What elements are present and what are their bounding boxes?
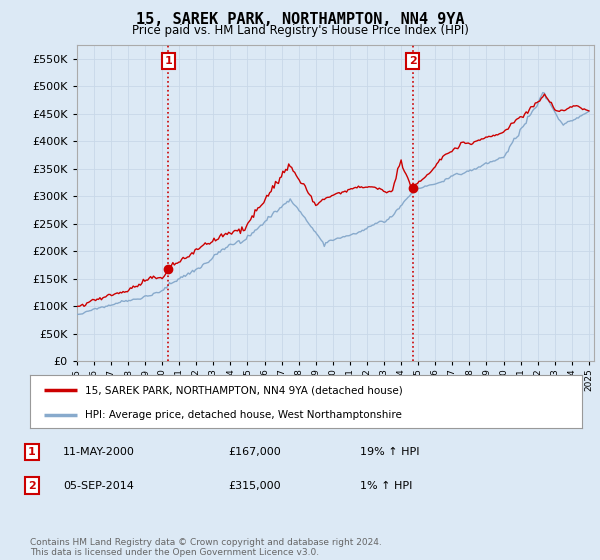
Text: 05-SEP-2014: 05-SEP-2014 bbox=[63, 480, 134, 491]
Text: Price paid vs. HM Land Registry's House Price Index (HPI): Price paid vs. HM Land Registry's House … bbox=[131, 24, 469, 36]
Text: 1: 1 bbox=[164, 56, 172, 66]
Text: £167,000: £167,000 bbox=[228, 447, 281, 457]
Text: 2: 2 bbox=[28, 480, 35, 491]
Text: 15, SAREK PARK, NORTHAMPTON, NN4 9YA: 15, SAREK PARK, NORTHAMPTON, NN4 9YA bbox=[136, 12, 464, 27]
Text: 2: 2 bbox=[409, 56, 416, 66]
Bar bbox=[169, 45, 413, 361]
Text: HPI: Average price, detached house, West Northamptonshire: HPI: Average price, detached house, West… bbox=[85, 410, 402, 420]
Text: 1: 1 bbox=[28, 447, 35, 457]
Text: £315,000: £315,000 bbox=[228, 480, 281, 491]
Text: 19% ↑ HPI: 19% ↑ HPI bbox=[360, 447, 419, 457]
Text: 11-MAY-2000: 11-MAY-2000 bbox=[63, 447, 135, 457]
Text: 15, SAREK PARK, NORTHAMPTON, NN4 9YA (detached house): 15, SAREK PARK, NORTHAMPTON, NN4 9YA (de… bbox=[85, 385, 403, 395]
Text: 1% ↑ HPI: 1% ↑ HPI bbox=[360, 480, 412, 491]
Text: Contains HM Land Registry data © Crown copyright and database right 2024.
This d: Contains HM Land Registry data © Crown c… bbox=[30, 538, 382, 557]
